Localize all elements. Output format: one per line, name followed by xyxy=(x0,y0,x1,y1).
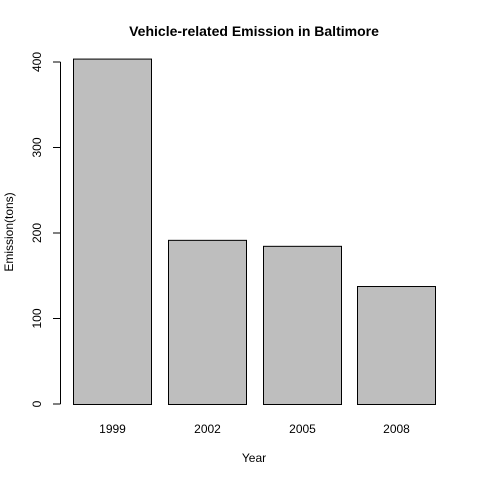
x-tick-labels: 1999 2002 2005 2008 xyxy=(99,422,410,436)
x-tick-label-2002: 2002 xyxy=(194,422,221,436)
y-axis: 0 100 200 300 400 xyxy=(30,52,61,407)
bar-2002 xyxy=(168,239,247,405)
bar-1999 xyxy=(73,58,152,406)
y-axis-label: Emission(tons) xyxy=(2,192,16,271)
x-tick-label-1999: 1999 xyxy=(99,422,126,436)
y-tick-label: 400 xyxy=(30,52,44,72)
y-tick-label: 200 xyxy=(30,223,44,243)
x-axis-label: Year xyxy=(242,451,266,465)
bars-group xyxy=(73,58,436,406)
x-tick-label-2005: 2005 xyxy=(289,422,316,436)
y-tick-label: 300 xyxy=(30,137,44,157)
chart-title: Vehicle-related Emission in Baltimore xyxy=(129,23,379,39)
y-tick-label: 100 xyxy=(30,308,44,328)
x-tick-label-2008: 2008 xyxy=(383,422,410,436)
bar-2008 xyxy=(357,286,436,406)
bar-2005 xyxy=(263,245,342,405)
y-tick-label: 0 xyxy=(30,400,44,407)
